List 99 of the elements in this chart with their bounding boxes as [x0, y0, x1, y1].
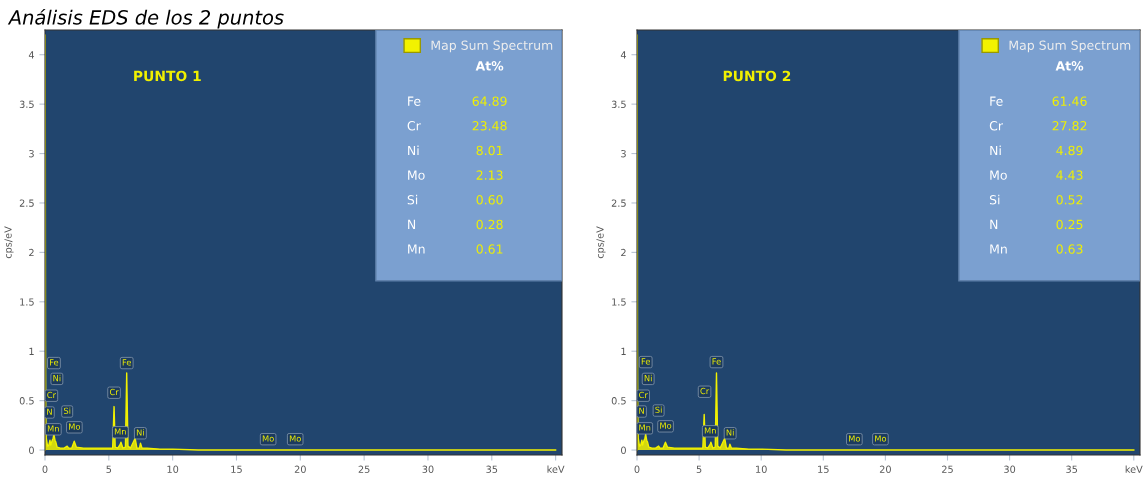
annotation: Cr	[989, 121, 1003, 131]
y-tick-label: 0	[29, 446, 34, 454]
annotation: 23.48	[472, 121, 507, 131]
y-tick-label: 4	[620, 51, 627, 59]
y-tick-label: 2	[621, 248, 626, 257]
y-tick-label: 1.5	[20, 298, 34, 306]
annotation: Fe	[408, 96, 421, 106]
y-tick-label: 3.5	[611, 100, 626, 108]
annotation: Fe	[641, 358, 650, 365]
annotation: Mo	[875, 435, 887, 442]
x-tick-label: 20	[294, 465, 306, 473]
annotation: N	[639, 407, 644, 414]
legend-label: Map Sum Spectrum	[431, 40, 553, 53]
annotation: Cr	[639, 391, 648, 399]
x-tick-label: 0	[42, 465, 48, 473]
x-tick-label: 15	[818, 465, 829, 473]
x-tick-label: 35	[1066, 465, 1078, 473]
x-tick-label: 25	[942, 465, 953, 473]
y-tick-label: 3	[621, 150, 626, 158]
y-tick-label: 0.5	[611, 397, 626, 405]
x-tick-label: 5	[696, 465, 702, 473]
annotation: 61.46	[1052, 96, 1087, 106]
annotation: 4.43	[1056, 170, 1083, 180]
x-tick-label: 0	[634, 465, 640, 473]
annotation: 0.61	[476, 244, 503, 254]
annotation: Cr	[407, 121, 421, 131]
annotation: Cr	[700, 387, 710, 395]
y-tick-label: 1	[29, 347, 34, 355]
annotation: 8.01	[476, 145, 503, 156]
y-axis-title: cps/eV	[596, 226, 606, 259]
annotation: Mn	[114, 428, 126, 435]
annotation: Mo	[660, 422, 672, 429]
x-tick-label: 35	[486, 465, 498, 473]
annotation: 0.60	[476, 195, 503, 205]
annotation: Fe	[50, 359, 59, 366]
y-tick-label: 2.5	[611, 199, 626, 207]
annotation: 0.52	[1056, 195, 1083, 205]
x-tick-label: 20	[879, 465, 891, 473]
annotation: Si	[989, 194, 1000, 205]
y-tick-label: 3.5	[19, 100, 34, 108]
chart-title: Análisis EDS de los 2 puntos	[7, 8, 284, 29]
annotation: PUNTO 2	[723, 70, 791, 82]
annotation: Fe	[990, 96, 1003, 106]
y-tick-label: 3	[29, 150, 34, 158]
annotation: Mo	[289, 435, 301, 442]
y-tick-label: 0	[621, 446, 626, 454]
annotation: Si	[63, 407, 71, 414]
annotation: Cr	[47, 391, 56, 399]
annotation: N	[990, 219, 998, 229]
annotation: Mn	[990, 244, 1007, 254]
annotation: Fe	[712, 358, 721, 365]
annotation: Mo	[69, 423, 81, 430]
annotation: Ni	[408, 145, 419, 155]
annotation: At%	[475, 61, 504, 71]
annotation: 64.89	[472, 96, 507, 106]
x-tick-label: 10	[167, 465, 179, 473]
y-axis-title: cps/eV	[4, 226, 14, 259]
y-tick-label: 1	[621, 347, 626, 355]
annotation: Mo	[990, 170, 1007, 180]
y-tick-label: 2.5	[19, 199, 34, 207]
annotation: 4.89	[1056, 145, 1083, 156]
annotation: 27.82	[1052, 121, 1087, 131]
x-tick-label: 25	[358, 465, 370, 473]
annotation: Mo	[849, 435, 861, 442]
x-tick-label: 5	[106, 465, 112, 473]
annotation: Mo	[262, 435, 274, 442]
annotation: Ni	[644, 374, 652, 382]
y-tick-label: 4	[28, 51, 35, 59]
legend-label: Map Sum Spectrum	[1009, 40, 1131, 53]
x-tick-label: 15	[231, 465, 242, 473]
x-tick-label: keV	[547, 465, 565, 473]
annotation: Fe	[122, 359, 131, 366]
annotation: PUNTO 1	[134, 70, 201, 82]
annotation: N	[47, 408, 52, 415]
annotation: 0.63	[1056, 244, 1083, 254]
annotation: Mn	[408, 244, 425, 254]
annotation: N	[408, 219, 416, 229]
annotation: 0.25	[1056, 219, 1083, 230]
annotation: Si	[655, 406, 662, 413]
x-tick-label: 10	[756, 465, 767, 473]
annotation: Si	[407, 194, 418, 205]
y-tick-label: 0.5	[19, 397, 34, 405]
y-tick-label: 2	[29, 248, 34, 257]
annotation: Mn	[704, 427, 716, 434]
annotation: Ni	[136, 429, 144, 436]
annotation: Ni	[53, 374, 61, 382]
annotation: Cr	[109, 388, 119, 396]
x-tick-label: 30	[1004, 465, 1016, 473]
annotation: Ni	[726, 429, 734, 436]
annotation: Ni	[990, 145, 1001, 155]
annotation: 0.28	[476, 219, 503, 230]
annotation: Mo	[408, 170, 425, 180]
y-tick-label: 1.5	[612, 298, 626, 306]
annotation: Mn	[47, 425, 59, 432]
annotation: Mn	[639, 424, 651, 431]
annotation: At%	[1055, 61, 1084, 71]
x-tick-label: 30	[422, 465, 434, 473]
annotation: 2.13	[476, 170, 503, 180]
x-tick-label: keV	[1125, 465, 1143, 473]
